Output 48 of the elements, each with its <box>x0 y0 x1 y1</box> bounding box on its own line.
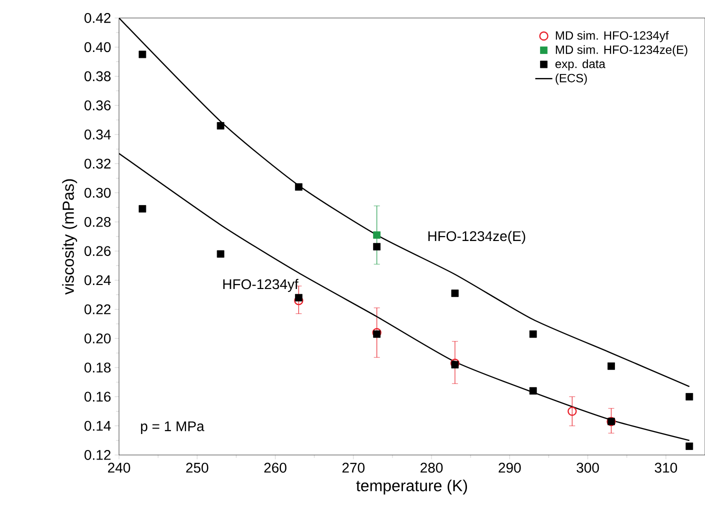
y-tick-label: 0.20 <box>84 333 111 344</box>
legend-label: MD sim. HFO-1234ze(E) <box>556 45 688 56</box>
x-tick-label: 260 <box>264 462 286 473</box>
y-tick-label: 0.38 <box>84 71 111 82</box>
point <box>216 250 224 258</box>
point <box>686 393 694 400</box>
point <box>529 387 537 395</box>
y-tick-label: 0.14 <box>84 420 111 431</box>
x-tick-label: 280 <box>420 462 443 473</box>
point <box>295 294 302 302</box>
annotation: p = 1 MPa <box>141 421 204 434</box>
x-tick-label: 250 <box>186 462 208 473</box>
y-tick-label: 0.18 <box>84 362 111 373</box>
x-tick-label: 300 <box>576 462 599 473</box>
y-tick-label: 0.28 <box>84 216 111 227</box>
point <box>529 330 537 338</box>
y-tick-label: 0.24 <box>84 275 111 286</box>
point <box>568 406 577 416</box>
legend-label: exp. data <box>555 59 606 71</box>
y-tick-label: 0.42 <box>84 13 111 23</box>
y-tick-label: 0.22 <box>84 304 111 314</box>
point <box>608 362 615 370</box>
y-tick-label: 0.30 <box>84 188 111 198</box>
x-tick-label: 270 <box>342 462 365 473</box>
x-tick-label: 290 <box>498 462 521 473</box>
x-tick-label: 310 <box>654 462 678 473</box>
y-tick-label: 0.40 <box>84 42 111 52</box>
point <box>451 290 459 297</box>
point <box>138 50 146 58</box>
x-axis-title: temperature (K) <box>356 480 467 494</box>
y-tick-label: 0.34 <box>84 130 111 140</box>
point <box>138 205 146 213</box>
point <box>216 122 224 130</box>
point <box>373 231 381 239</box>
x-tick-label: 240 <box>108 462 130 473</box>
y-axis-title: viscosity (mPas) <box>62 179 78 295</box>
y-tick-label: 0.16 <box>84 392 111 402</box>
y-tick-label: 0.36 <box>84 100 111 110</box>
y-tick-label: 0.32 <box>84 158 111 169</box>
y-tick-label: 0.26 <box>84 246 111 256</box>
point <box>295 183 302 191</box>
annotation: HFO-1234ze(E) <box>428 230 526 244</box>
point <box>686 442 694 450</box>
y-tick-label: 0.12 <box>84 450 111 460</box>
legend-label: (ECS) <box>556 74 587 85</box>
point <box>373 242 381 250</box>
annotation: HFO-1234yf <box>223 278 298 292</box>
legend-label: MD sim. HFO-1234yf <box>556 30 669 42</box>
